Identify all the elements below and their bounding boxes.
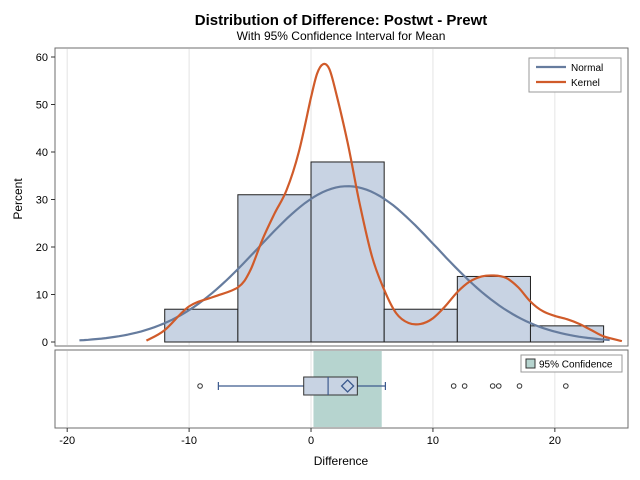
histogram-bar [164, 308, 239, 343]
x-tick-label: -10 [181, 435, 197, 447]
outlier-point [516, 383, 523, 389]
ci-legend-box [520, 354, 623, 373]
normal-density-curve [79, 185, 610, 342]
y-tick-label: 40 [36, 147, 48, 159]
legend-label: Normal [571, 63, 603, 74]
y-tick-label: 0 [42, 337, 48, 349]
legend-label: Kernel [571, 78, 600, 89]
y-tick-label: 10 [36, 290, 48, 302]
outlier-point [450, 383, 457, 389]
outlier-point [563, 383, 569, 389]
outlier-point [197, 383, 203, 389]
x-tick-label: -20 [59, 435, 75, 447]
x-tick-label: 0 [308, 435, 314, 447]
legend: Normal Kernel [528, 57, 622, 93]
outlier-point [495, 383, 502, 389]
kernel-density-curve [145, 62, 623, 343]
legend-box [528, 57, 622, 93]
histogram-bar [383, 308, 458, 343]
x-axis-label: Difference [314, 454, 369, 468]
histogram-bar [310, 161, 385, 343]
mean-diamond [340, 379, 355, 393]
y-tick-label: 30 [36, 195, 48, 207]
box-iqr [303, 376, 358, 396]
outlier-point [461, 383, 468, 389]
y-tick-label: 50 [36, 100, 48, 112]
x-tick-label: 20 [549, 435, 561, 447]
ci-legend: 95% Confidence [520, 354, 623, 373]
ci-legend-label: 95% Confidence [539, 360, 613, 371]
x-tick-label: 10 [427, 435, 439, 447]
chart-title: Distribution of Difference: Postwt - Pre… [195, 12, 488, 29]
y-tick-label: 60 [36, 52, 48, 64]
y-tick-label: 20 [36, 242, 48, 254]
histogram-bar [237, 194, 312, 343]
chart-subtitle: With 95% Confidence Interval for Mean [237, 29, 446, 43]
ci-legend-swatch [525, 358, 536, 369]
histogram-panel: 0 10 20 30 40 50 60 Normal Kernel [36, 47, 629, 349]
boxplot-panel: -20 -10 0 10 20 95% Confidence [54, 349, 629, 447]
histogram-bar [456, 275, 531, 343]
outlier-point [489, 383, 496, 389]
y-axis-label: Percent [11, 178, 25, 220]
